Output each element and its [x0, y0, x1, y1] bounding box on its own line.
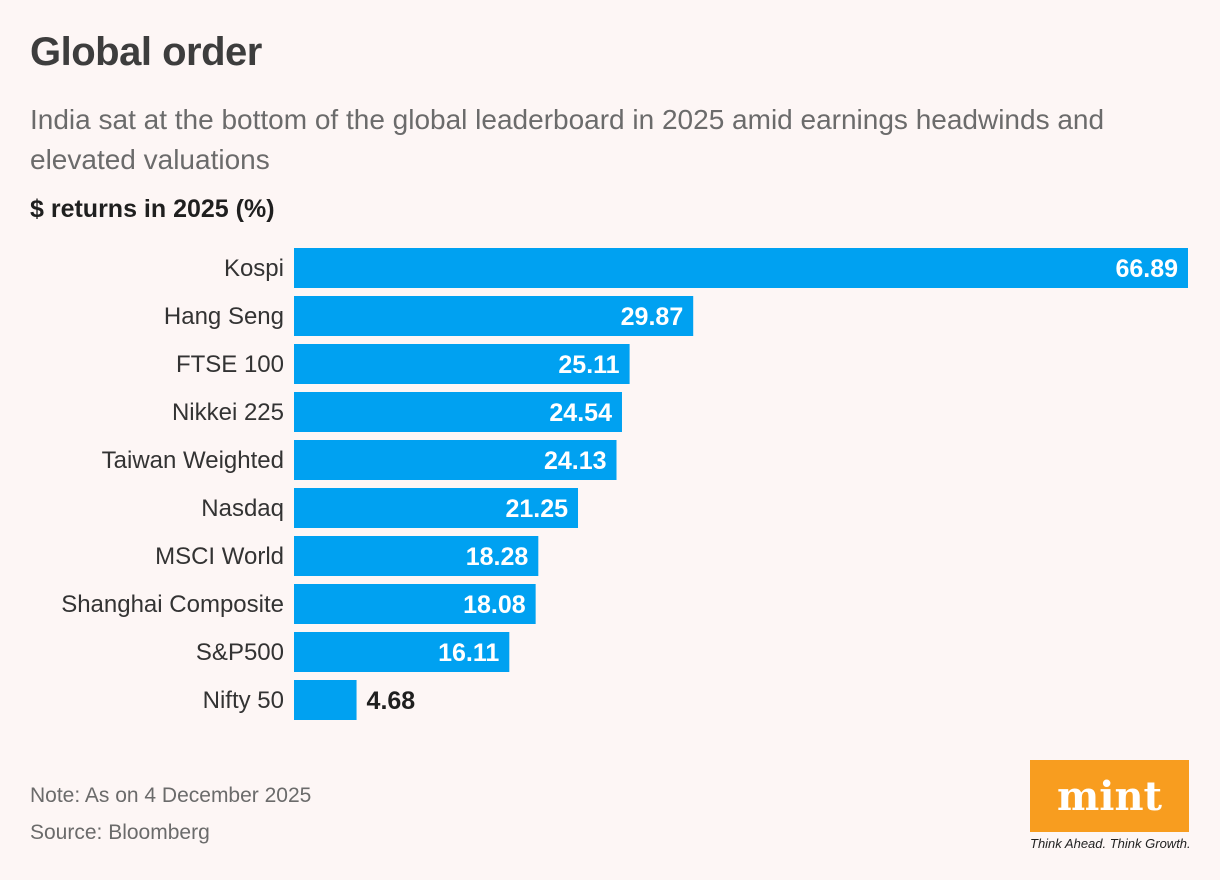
value-label: 16.11 — [438, 639, 499, 667]
value-label: 24.13 — [544, 447, 607, 475]
bar — [294, 296, 694, 336]
chart-subtitle: India sat at the bottom of the global le… — [30, 104, 1105, 175]
value-label: 18.28 — [466, 543, 529, 571]
value-label: 29.87 — [621, 303, 684, 331]
category-label: Nifty 50 — [203, 687, 284, 714]
mint-logo: mint — [1030, 760, 1189, 832]
chart-title: Global order — [30, 30, 262, 74]
bar — [294, 344, 630, 384]
value-label: 66.89 — [1115, 255, 1178, 283]
value-axis-label: $ returns in 2025 (%) — [30, 195, 275, 223]
bar — [294, 440, 617, 480]
bar — [294, 488, 579, 528]
source: Source: Bloomberg — [30, 821, 210, 844]
bar — [294, 536, 539, 576]
bar — [294, 680, 357, 720]
note: Note: As on 4 December 2025 — [30, 784, 312, 807]
value-label: 4.68 — [367, 687, 416, 715]
category-label: Kospi — [224, 255, 284, 282]
logo-text: mint — [1056, 772, 1163, 820]
category-label: Hang Seng — [164, 303, 284, 330]
logo-tagline: Think Ahead. Think Growth. — [1030, 836, 1191, 851]
value-label: 21.25 — [505, 495, 568, 523]
category-label: MSCI World — [155, 543, 284, 570]
category-label: Shanghai Composite — [61, 591, 284, 618]
category-label: S&P500 — [196, 639, 284, 666]
category-label: Nikkei 225 — [172, 399, 284, 426]
category-label: Taiwan Weighted — [102, 447, 284, 474]
category-label: FTSE 100 — [176, 351, 284, 378]
bar — [294, 248, 1188, 288]
value-label: 18.08 — [463, 591, 526, 619]
category-label: Nasdaq — [201, 495, 284, 522]
bar — [294, 584, 536, 624]
value-label: 25.11 — [558, 351, 619, 379]
bar — [294, 392, 622, 432]
bar — [294, 632, 510, 672]
value-label: 24.54 — [549, 399, 612, 427]
